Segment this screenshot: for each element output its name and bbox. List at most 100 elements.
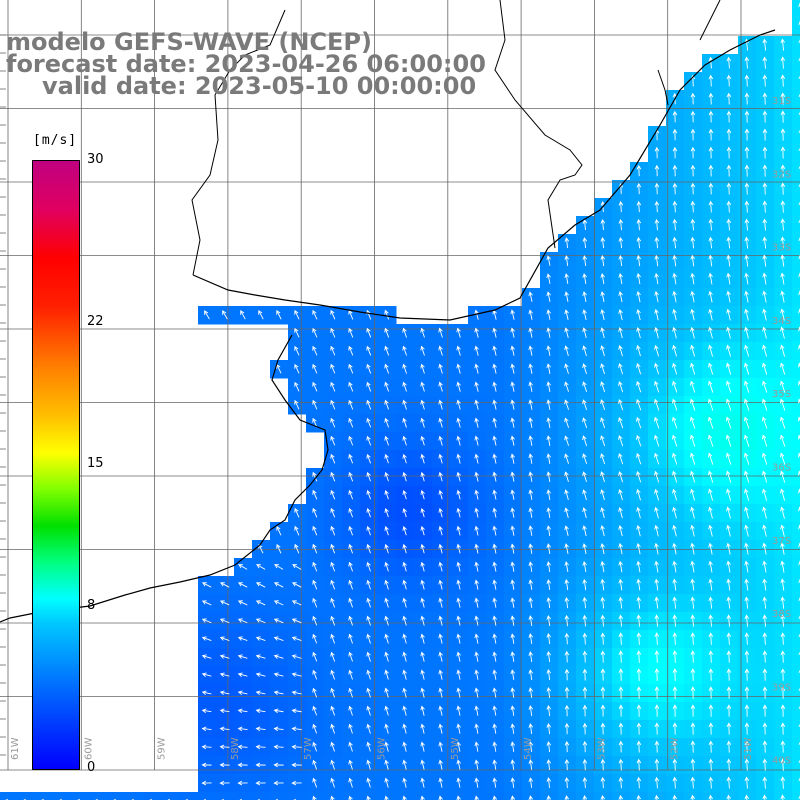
wind-speed-cell xyxy=(792,72,800,91)
wind-arrow xyxy=(600,471,605,483)
wind-arrow xyxy=(348,489,354,500)
wind-arrow xyxy=(237,708,248,714)
wind-arrow xyxy=(384,525,389,536)
wind-arrow xyxy=(672,632,678,645)
wind-speed-cell xyxy=(792,108,800,127)
wind-arrow xyxy=(384,669,389,680)
wind-arrow xyxy=(528,669,534,681)
wind-arrow xyxy=(366,777,371,788)
wind-arrow xyxy=(510,543,515,554)
wind-arrow xyxy=(420,507,425,518)
wind-speed-cell xyxy=(792,324,800,343)
wind-arrow xyxy=(528,579,534,590)
wind-arrow xyxy=(366,651,371,662)
wind-arrow xyxy=(510,615,516,626)
wind-arrow xyxy=(600,704,606,717)
wind-arrow xyxy=(348,363,354,374)
wind-arrow xyxy=(708,596,714,609)
wind-arrow xyxy=(582,399,588,411)
wind-arrow xyxy=(348,399,354,410)
wind-arrow xyxy=(582,758,588,771)
wind-arrow xyxy=(582,273,587,285)
wind-arrow xyxy=(672,488,678,501)
wind-arrow xyxy=(707,380,714,393)
wind-arrow xyxy=(672,236,678,249)
wind-arrow xyxy=(474,615,479,626)
wind-arrow xyxy=(546,759,552,771)
wind-arrow xyxy=(312,687,318,698)
wind-arrow xyxy=(690,632,696,645)
wind-arrow xyxy=(492,633,497,644)
wind-arrow xyxy=(780,632,786,645)
wind-arrow xyxy=(708,146,714,159)
wind-arrow xyxy=(510,687,516,698)
wind-arrow xyxy=(564,273,569,284)
wind-arrow xyxy=(618,578,623,591)
wind-arrow xyxy=(780,362,786,375)
wind-arrow xyxy=(798,777,800,782)
wind-arrow xyxy=(726,236,732,249)
wind-arrow xyxy=(237,582,248,588)
wind-arrow xyxy=(654,686,660,699)
wind-speed-cell xyxy=(108,792,127,800)
wind-arrow xyxy=(690,362,696,375)
wind-arrow xyxy=(690,668,696,681)
wind-arrow xyxy=(438,795,443,800)
wind-arrow xyxy=(600,686,606,699)
wind-arrow xyxy=(366,633,371,644)
wind-arrow xyxy=(492,489,497,500)
wind-arrow xyxy=(546,291,551,302)
wind-arrow xyxy=(273,582,284,588)
wind-arrow xyxy=(348,471,354,482)
wind-arrow xyxy=(474,489,479,500)
wind-arrow xyxy=(312,669,318,680)
wind-arrow xyxy=(384,381,390,392)
wind-arrow xyxy=(312,651,318,662)
wind-arrow xyxy=(762,182,768,195)
wind-arrow xyxy=(618,470,624,483)
wind-arrow xyxy=(528,651,534,663)
wind-arrow xyxy=(528,453,533,464)
wind-arrow xyxy=(330,777,335,788)
wind-arrow xyxy=(546,309,551,320)
wind-arrow xyxy=(600,722,606,735)
wind-arrow xyxy=(780,326,785,339)
wind-arrow xyxy=(654,398,660,411)
wind-arrow xyxy=(708,110,714,123)
wind-arrow xyxy=(312,759,318,770)
wind-speed-cell xyxy=(450,792,469,800)
wind-speed-cell xyxy=(558,792,577,800)
wind-arrow xyxy=(510,489,515,500)
wind-speed-cell xyxy=(792,468,800,487)
wind-arrow xyxy=(636,560,641,573)
wind-arrow xyxy=(672,110,678,123)
wind-arrow xyxy=(291,672,302,677)
wind-arrow xyxy=(798,39,800,44)
wind-arrow xyxy=(762,722,768,735)
wind-arrow xyxy=(761,434,768,447)
wind-arrow xyxy=(474,471,479,482)
wind-arrow xyxy=(780,506,785,519)
wind-arrow xyxy=(510,561,516,572)
wind-arrow xyxy=(762,146,768,159)
wind-arrow xyxy=(438,345,443,356)
wind-arrow xyxy=(528,687,534,699)
wind-arrow xyxy=(330,507,336,518)
wind-arrow xyxy=(528,777,534,788)
wind-arrow xyxy=(708,362,714,375)
wind-arrow xyxy=(201,618,212,624)
wind-arrow xyxy=(636,542,641,555)
wind-arrow xyxy=(708,614,714,627)
wind-speed-cell xyxy=(792,36,800,55)
wind-arrow xyxy=(600,453,606,465)
wind-arrow xyxy=(384,651,389,662)
wind-arrow xyxy=(780,254,785,267)
wind-arrow xyxy=(708,164,714,177)
wind-arrow xyxy=(402,399,407,410)
wind-arrow xyxy=(672,362,678,375)
wind-arrow xyxy=(726,74,732,87)
wind-arrow xyxy=(201,726,212,732)
wind-arrow xyxy=(402,687,407,698)
wind-arrow xyxy=(636,722,642,735)
